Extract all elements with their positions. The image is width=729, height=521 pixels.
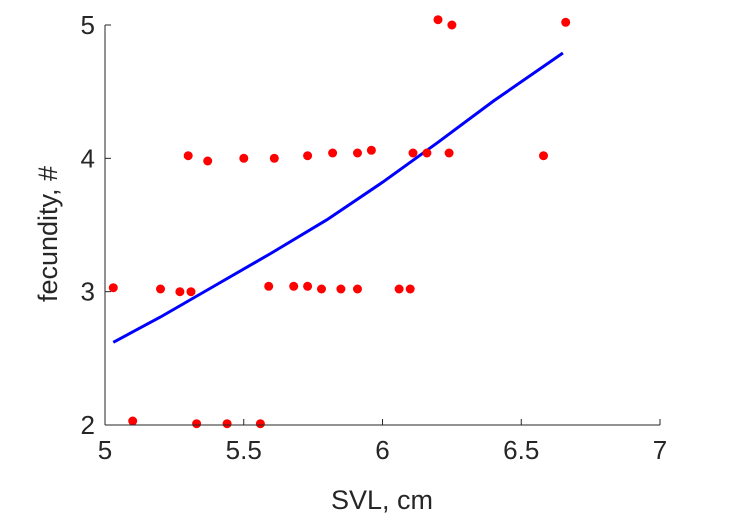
data-point bbox=[444, 148, 454, 158]
data-point bbox=[128, 416, 138, 426]
data-point bbox=[108, 283, 118, 293]
y-tick-label: 3 bbox=[81, 277, 95, 307]
data-point bbox=[156, 284, 165, 294]
data-point bbox=[264, 281, 274, 291]
data-point bbox=[222, 419, 232, 429]
data-point bbox=[255, 419, 265, 429]
data-point bbox=[336, 284, 346, 294]
data-point bbox=[183, 151, 193, 161]
data-point bbox=[269, 153, 279, 163]
fit-curve bbox=[112, 51, 564, 344]
y-axis-title: fecundity, # bbox=[33, 166, 63, 302]
x-tick-label: 6.5 bbox=[503, 435, 539, 465]
x-tick-label: 5.5 bbox=[226, 435, 262, 465]
data-points-layer bbox=[108, 15, 571, 429]
x-tick-label: 5 bbox=[98, 435, 112, 465]
x-tick-label: 7 bbox=[653, 435, 667, 465]
data-point bbox=[539, 151, 548, 161]
data-point bbox=[433, 15, 443, 25]
x-axis-title: SVL, cm bbox=[331, 485, 433, 515]
x-tick-label: 6 bbox=[375, 435, 389, 465]
data-point bbox=[203, 156, 213, 166]
data-point bbox=[289, 281, 299, 291]
data-point bbox=[328, 148, 338, 158]
data-point bbox=[447, 20, 457, 30]
data-point bbox=[303, 151, 313, 161]
data-point bbox=[317, 284, 326, 294]
data-point bbox=[353, 284, 362, 294]
fit-curve-layer bbox=[112, 51, 564, 344]
axes: 5 5.5 6 6.5 7 2 3 4 5 bbox=[81, 10, 668, 465]
y-tick-label: 5 bbox=[81, 10, 95, 40]
data-point bbox=[192, 419, 202, 429]
data-point bbox=[175, 287, 185, 297]
data-point bbox=[239, 153, 249, 163]
data-point bbox=[408, 148, 418, 158]
data-point bbox=[186, 287, 196, 297]
data-point bbox=[394, 284, 404, 294]
data-point bbox=[405, 284, 415, 294]
data-point bbox=[303, 281, 313, 291]
y-tick-label: 4 bbox=[81, 143, 95, 173]
data-point bbox=[353, 148, 362, 158]
data-point bbox=[422, 148, 432, 158]
data-point bbox=[366, 145, 376, 155]
data-point bbox=[561, 17, 571, 27]
y-tick-label: 2 bbox=[81, 410, 95, 440]
